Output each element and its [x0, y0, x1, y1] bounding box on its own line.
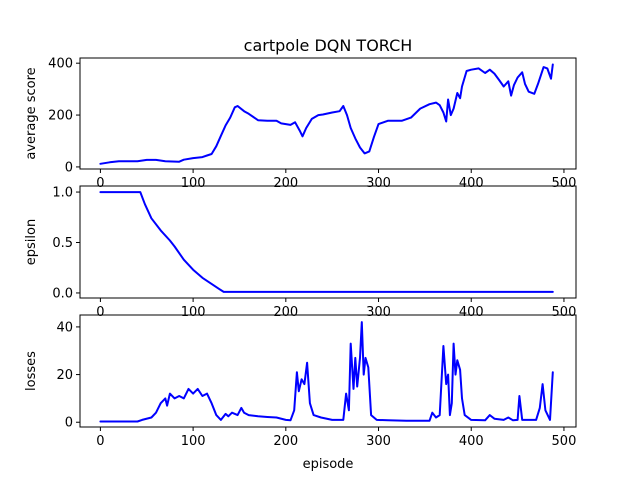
epsilon-x-tick-label: 500 [552, 305, 577, 320]
score-x-tick-label: 300 [366, 176, 391, 191]
epsilon-x-tick-label: 400 [459, 305, 484, 320]
score-y-tick-label: 400 [48, 57, 73, 72]
epsilon-y-axis-label: epsilon [24, 219, 39, 265]
epsilon-axes-frame [79, 185, 577, 299]
epsilon-x-tick-label: 100 [181, 305, 206, 320]
score-y-tick-label: 0 [65, 160, 73, 175]
epsilon-y-tick-label: 0.5 [52, 236, 73, 251]
losses-x-tick-label: 300 [366, 434, 391, 449]
subplot-epsilon: 0 100 200 300 400 500 0.0 0.5 1.0 epsilon [24, 185, 577, 320]
score-axes-frame [79, 57, 577, 170]
epsilon-x-tick-label: 0 [96, 305, 104, 320]
epsilon-x-tick-label: 200 [273, 305, 298, 320]
chart-title: cartpole DQN TORCH [244, 36, 413, 55]
losses-y-tick-label: 20 [56, 368, 73, 383]
score-x-tick-label: 500 [552, 176, 577, 191]
subplot-losses: 0 100 200 300 400 500 0 20 40 losses episode [24, 314, 577, 472]
losses-series-line [99, 321, 554, 423]
losses-x-tick-label: 500 [552, 434, 577, 449]
score-y-axis-label: average score [24, 67, 39, 159]
losses-y-axis-label: losses [24, 351, 39, 391]
score-x-tick-label: 400 [459, 176, 484, 191]
score-y-tick-label: 200 [48, 109, 73, 124]
subplot-score: 0 100 200 300 400 500 0 200 400 average score [24, 57, 577, 191]
score-x-tick-label: 200 [273, 176, 298, 191]
losses-x-axis-label: episode [303, 457, 354, 472]
score-x-tick-label: 0 [96, 176, 104, 191]
losses-y-tick-label: 40 [56, 320, 73, 335]
epsilon-series-line [99, 191, 554, 293]
losses-x-tick-label: 0 [96, 434, 104, 449]
score-series-line [99, 63, 554, 165]
losses-x-tick-label: 400 [459, 434, 484, 449]
losses-axes-frame [79, 314, 577, 428]
losses-y-tick-label: 0 [65, 416, 73, 431]
score-x-tick-label: 100 [181, 176, 206, 191]
epsilon-y-tick-label: 0.0 [52, 286, 73, 301]
epsilon-x-tick-label: 300 [366, 305, 391, 320]
epsilon-y-tick-label: 1.0 [52, 186, 73, 201]
losses-x-tick-label: 100 [181, 434, 206, 449]
losses-x-tick-label: 200 [273, 434, 298, 449]
